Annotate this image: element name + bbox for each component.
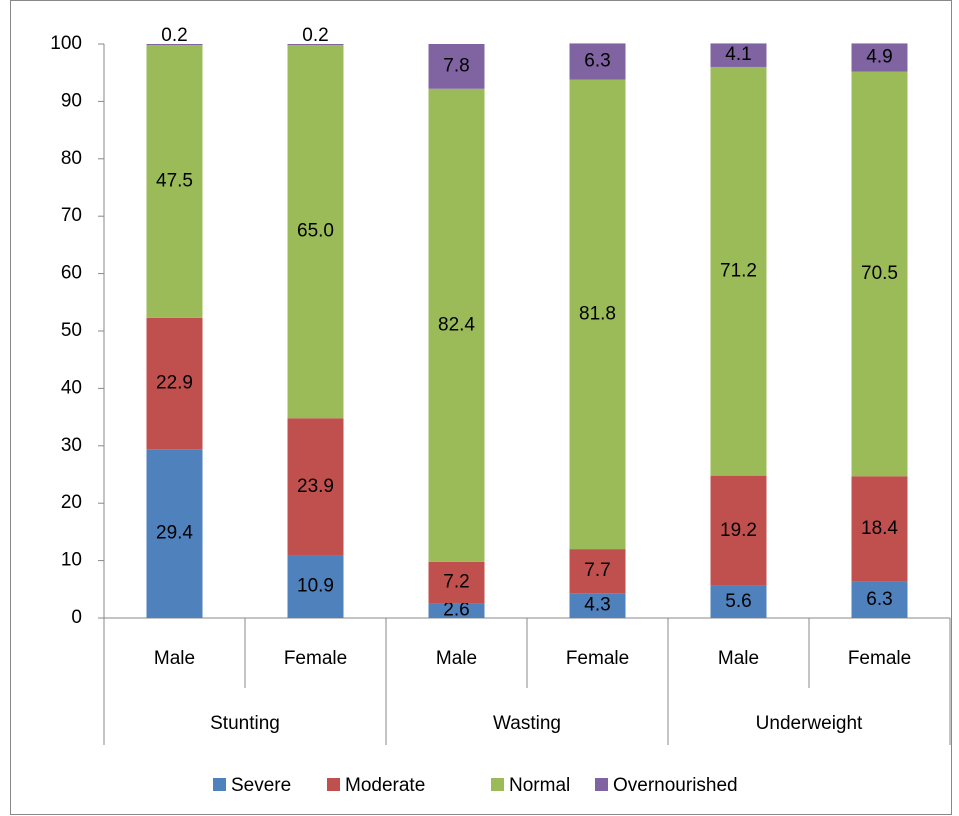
bar-segment	[287, 44, 344, 46]
data-label: 81.8	[579, 303, 616, 324]
legend-swatch	[595, 778, 608, 791]
bar-segment	[569, 79, 626, 550]
data-label: 5.6	[725, 591, 751, 612]
y-tick-label: 30	[61, 435, 82, 456]
group-label: Underweight	[756, 713, 863, 734]
x-tick-label: Female	[284, 648, 347, 669]
data-label: 18.4	[861, 518, 898, 539]
data-label: 23.9	[297, 476, 334, 497]
bar-segment	[710, 585, 767, 618]
group-label: Stunting	[210, 713, 280, 734]
bar-segment	[287, 555, 344, 618]
data-label: 82.4	[438, 314, 475, 335]
x-tick-label: Male	[154, 648, 195, 669]
y-tick-label: 60	[61, 263, 82, 284]
bar-segment	[146, 449, 203, 618]
x-tick-label: Male	[718, 648, 759, 669]
bar-segment	[710, 475, 767, 586]
data-label: 47.5	[156, 170, 193, 191]
x-tick-label: Female	[848, 648, 911, 669]
bar-segment	[569, 43, 626, 80]
bar-segment	[428, 561, 485, 604]
data-label: 65.0	[297, 221, 334, 242]
legend-label: Overnourished	[613, 775, 738, 796]
data-label: 6.3	[584, 51, 610, 72]
data-label: 0.2	[302, 25, 328, 46]
bar-segment	[428, 603, 485, 618]
bar-segment	[710, 66, 767, 476]
data-label: 4.9	[866, 47, 892, 68]
x-tick-label: Male	[436, 648, 477, 669]
data-label: 71.2	[720, 260, 757, 281]
data-label: 4.3	[584, 595, 610, 616]
bar-segment	[569, 593, 626, 618]
legend-swatch	[327, 778, 340, 791]
data-label: 2.6	[443, 600, 469, 621]
y-tick-label: 70	[61, 205, 82, 226]
data-label: 6.3	[866, 589, 892, 610]
bar-segment	[851, 71, 908, 477]
bar-segment	[710, 43, 767, 67]
legend-label: Severe	[231, 775, 291, 796]
y-tick-label: 20	[61, 492, 82, 513]
data-label: 22.9	[156, 373, 193, 394]
bar-segment	[146, 317, 203, 450]
bar-segment	[428, 88, 485, 562]
y-tick-label: 100	[50, 33, 82, 54]
bar-segment	[569, 549, 626, 594]
legend-swatch	[213, 778, 226, 791]
bar-segment	[287, 45, 344, 419]
data-label: 7.2	[443, 571, 469, 592]
bar-segment	[851, 43, 908, 72]
legend-swatch	[491, 778, 504, 791]
bar-segment	[146, 45, 203, 318]
y-tick-label: 0	[71, 607, 82, 628]
bar-segment	[146, 44, 203, 46]
bar-segment	[851, 476, 908, 582]
legend-label: Normal	[509, 775, 570, 796]
data-label: 10.9	[297, 576, 334, 597]
data-label: 0.2	[161, 25, 187, 46]
bar-segment	[851, 581, 908, 618]
data-label: 19.2	[720, 520, 757, 541]
bar-segment	[428, 44, 485, 89]
legend-label: Moderate	[345, 775, 425, 796]
y-tick-label: 10	[61, 550, 82, 571]
data-label: 29.4	[156, 523, 193, 544]
y-tick-label: 50	[61, 320, 82, 341]
data-label: 7.8	[443, 55, 469, 76]
group-label: Wasting	[493, 713, 561, 734]
y-tick-label: 40	[61, 377, 82, 398]
x-tick-label: Female	[566, 648, 629, 669]
bar-segment	[287, 418, 344, 556]
y-tick-label: 90	[61, 90, 82, 111]
data-label: 70.5	[861, 263, 898, 284]
data-label: 7.7	[584, 560, 610, 581]
y-tick-label: 80	[61, 148, 82, 169]
data-label: 4.1	[725, 44, 751, 65]
